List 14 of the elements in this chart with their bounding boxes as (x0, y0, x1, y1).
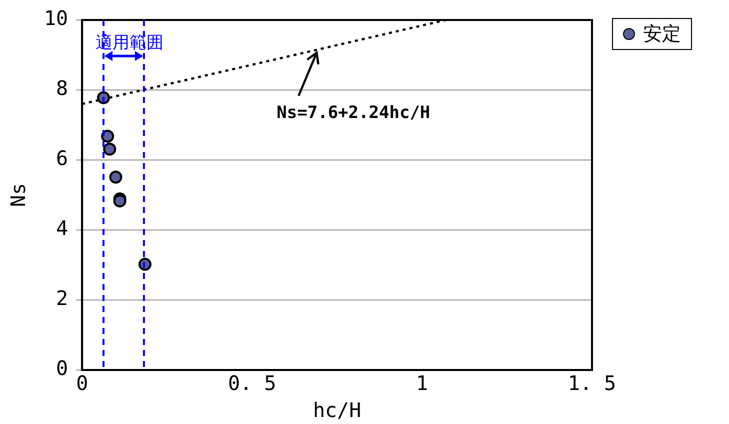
y-tick-label: 6 (56, 146, 68, 170)
annotation: Ns=7.6+2.24hc/H (276, 102, 430, 123)
x-tick-label: 0. 5 (228, 371, 276, 396)
x-tick-label: 1. 5 (568, 371, 616, 396)
y-tick-label: 2 (56, 286, 68, 310)
x-axis-title: hc/H (312, 398, 362, 422)
legend-label: 安定 (643, 22, 681, 47)
y-axis-title: Ns (6, 182, 30, 208)
x-tick-label: 0 (76, 371, 88, 396)
y-tick-label: 0 (56, 356, 68, 380)
y-tick-label: 4 (56, 216, 68, 240)
x-tick-label: 1 (416, 371, 428, 396)
y-tick-label: 8 (56, 76, 68, 100)
y-tick-label: 10 (44, 6, 68, 30)
